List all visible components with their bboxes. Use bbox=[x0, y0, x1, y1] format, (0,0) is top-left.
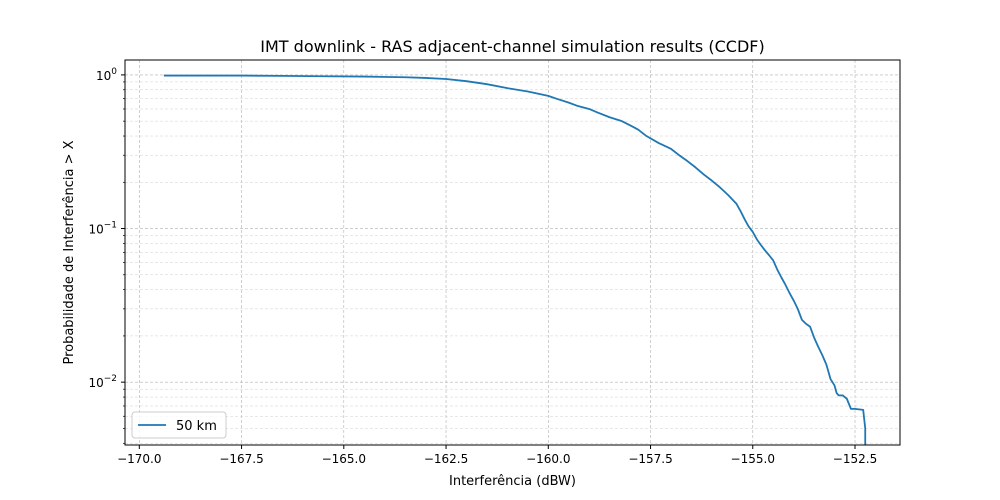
y-tick-label: 10−2 bbox=[88, 374, 117, 390]
series-layer bbox=[163, 74, 867, 445]
x-tick-label: −165.0 bbox=[322, 452, 366, 466]
x-axis: −170.0 −167.5 −165.0 −162.5 −160.0 −157.5 −155… bbox=[117, 445, 877, 466]
grid bbox=[125, 60, 900, 445]
legend-label: 50 km bbox=[176, 419, 217, 434]
y-tick-label-base: 10 bbox=[96, 69, 111, 83]
legend: 50 km bbox=[131, 411, 227, 439]
legend-box bbox=[131, 411, 227, 439]
x-tick-label: −155.0 bbox=[731, 452, 775, 466]
chart-title: IMT downlink - RAS adjacent-channel simu… bbox=[260, 37, 764, 56]
x-tick-label: −152.5 bbox=[833, 452, 877, 466]
y-tick-label: 100 bbox=[96, 67, 117, 83]
y-tick-label-exponent: −1 bbox=[104, 221, 117, 231]
x-tick-label: −167.5 bbox=[219, 452, 263, 466]
x-axis-label: Interferência (dBW) bbox=[449, 474, 576, 489]
y-tick-label-base: 10 bbox=[88, 223, 103, 237]
x-tick-label: −157.5 bbox=[628, 452, 672, 466]
x-tick-label: −162.5 bbox=[424, 452, 468, 466]
y-tick-label-exponent: 0 bbox=[111, 67, 117, 77]
x-tick-label: −160.0 bbox=[526, 452, 570, 466]
x-tick-label: −170.0 bbox=[117, 452, 161, 466]
y-tick-label-exponent: −2 bbox=[104, 374, 117, 384]
series-line bbox=[163, 74, 867, 445]
y-tick-label-base: 10 bbox=[88, 376, 103, 390]
y-axis-label: Probabilidade de Interferência > X bbox=[62, 140, 77, 364]
y-tick-label: 10−1 bbox=[88, 221, 117, 237]
